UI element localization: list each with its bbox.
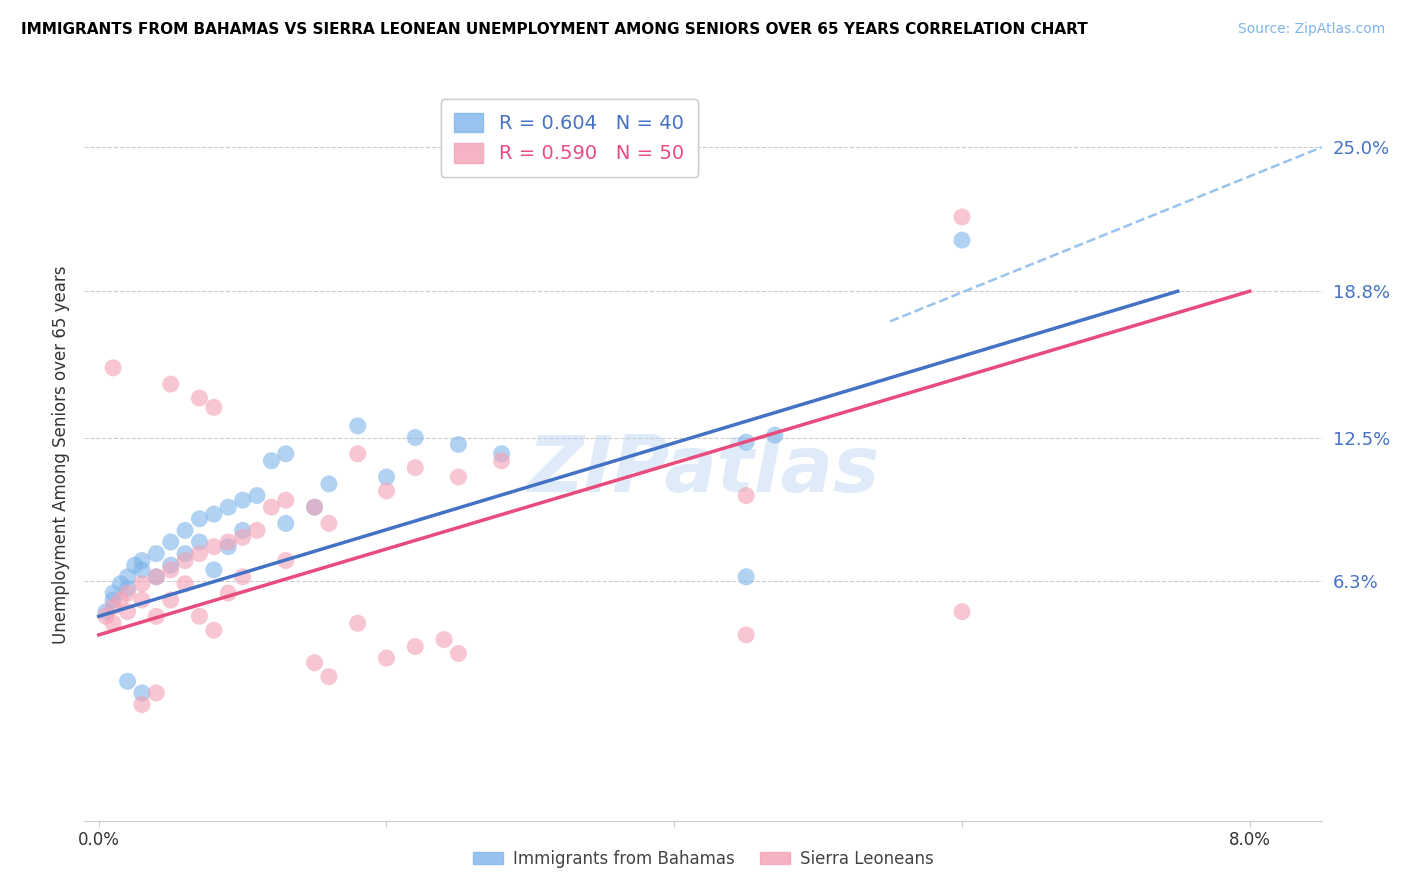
Point [274, 447, 297, 461]
Point [94, 609, 117, 624]
Point [101, 600, 124, 615]
Point [117, 605, 139, 619]
Point [188, 535, 211, 549]
Point [433, 632, 456, 647]
Point [304, 500, 326, 515]
Point [304, 656, 326, 670]
Point [159, 535, 181, 549]
Point [202, 401, 225, 415]
Point [375, 651, 398, 665]
Point [188, 391, 211, 405]
Point [447, 470, 470, 484]
Point [188, 547, 211, 561]
Point [159, 563, 181, 577]
Point [404, 430, 426, 444]
Point [174, 553, 197, 567]
Point [274, 553, 297, 567]
Point [145, 609, 167, 624]
Point [188, 609, 211, 624]
Point [202, 540, 225, 554]
Point [131, 593, 153, 607]
Point [174, 576, 197, 591]
Point [375, 470, 398, 484]
Point [950, 210, 973, 224]
Legend: R = 0.604   N = 40, R = 0.590   N = 50: R = 0.604 N = 40, R = 0.590 N = 50 [440, 99, 697, 177]
Point [110, 576, 132, 591]
Point [318, 670, 340, 684]
Point [232, 493, 254, 508]
Point [202, 624, 225, 638]
Point [274, 493, 297, 508]
Point [131, 563, 153, 577]
Point [735, 628, 758, 642]
Point [447, 647, 470, 661]
Point [131, 698, 153, 712]
Point [274, 516, 297, 531]
Point [404, 640, 426, 654]
Point [110, 593, 132, 607]
Point [145, 570, 167, 584]
Point [145, 686, 167, 700]
Point [174, 524, 197, 538]
Point [94, 605, 117, 619]
Point [447, 437, 470, 451]
Point [159, 593, 181, 607]
Point [117, 674, 139, 689]
Point [131, 553, 153, 567]
Point [404, 460, 426, 475]
Point [217, 586, 239, 600]
Point [491, 447, 513, 461]
Point [131, 576, 153, 591]
Point [145, 547, 167, 561]
Point [246, 524, 269, 538]
Point [188, 512, 211, 526]
Point [159, 377, 181, 392]
Point [232, 524, 254, 538]
Point [217, 535, 239, 549]
Point [202, 563, 225, 577]
Point [735, 435, 758, 450]
Point [101, 586, 124, 600]
Point [131, 686, 153, 700]
Point [318, 516, 340, 531]
Point [491, 454, 513, 468]
Point [101, 360, 124, 375]
Text: Source: ZipAtlas.com: Source: ZipAtlas.com [1237, 22, 1385, 37]
Point [246, 489, 269, 503]
Point [950, 233, 973, 247]
Y-axis label: Unemployment Among Seniors over 65 years: Unemployment Among Seniors over 65 years [52, 266, 70, 644]
Point [346, 418, 368, 433]
Point [735, 570, 758, 584]
Point [145, 570, 167, 584]
Point [217, 500, 239, 515]
Point [202, 507, 225, 521]
Point [260, 454, 283, 468]
Point [735, 489, 758, 503]
Point [232, 570, 254, 584]
Point [124, 558, 146, 573]
Point [346, 616, 368, 631]
Point [304, 500, 326, 515]
Point [232, 530, 254, 544]
Point [117, 582, 139, 596]
Point [318, 477, 340, 491]
Point [375, 483, 398, 498]
Point [217, 540, 239, 554]
Point [101, 593, 124, 607]
Point [950, 605, 973, 619]
Point [174, 547, 197, 561]
Point [101, 616, 124, 631]
Point [117, 586, 139, 600]
Text: ZIPatlas: ZIPatlas [527, 432, 879, 508]
Point [260, 500, 283, 515]
Point [763, 428, 786, 442]
Point [159, 558, 181, 573]
Legend: Immigrants from Bahamas, Sierra Leoneans: Immigrants from Bahamas, Sierra Leoneans [465, 844, 941, 875]
Point [346, 447, 368, 461]
Text: IMMIGRANTS FROM BAHAMAS VS SIERRA LEONEAN UNEMPLOYMENT AMONG SENIORS OVER 65 YEA: IMMIGRANTS FROM BAHAMAS VS SIERRA LEONEA… [21, 22, 1088, 37]
Point [117, 570, 139, 584]
